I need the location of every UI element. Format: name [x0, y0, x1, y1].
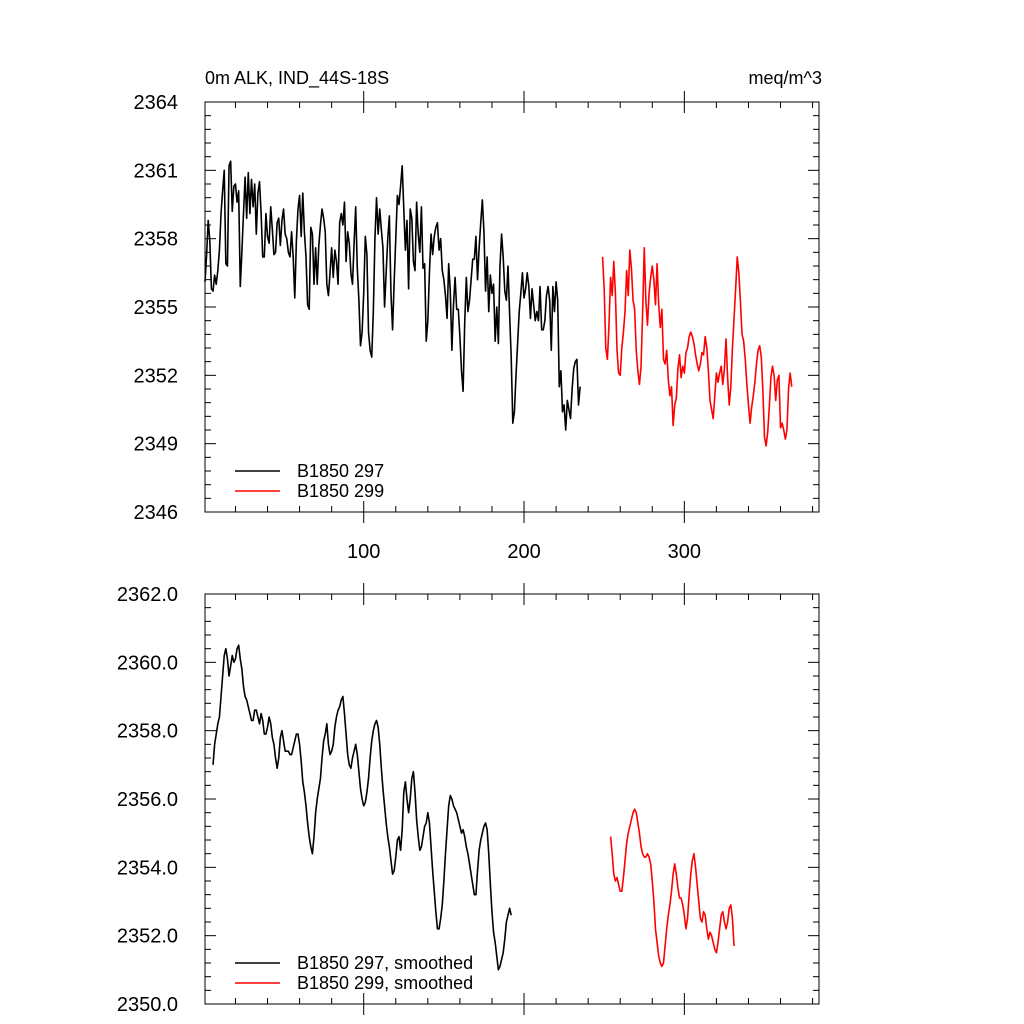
y-tick-label: 2360.0: [117, 652, 178, 674]
y-tick-label: 2352.0: [117, 926, 178, 948]
y-tick-label: 2350.0: [117, 994, 178, 1016]
x-tick-label: 200: [507, 541, 540, 563]
y-tick-label: 2361: [134, 160, 179, 182]
series-line-red: [601, 246, 793, 447]
y-tick-label: 2349: [134, 434, 179, 456]
bottom-panel: 2350.0 2352.0 2354.0 2356.0 2358.0 2360.0 2362…: [117, 583, 820, 1016]
series-line-black: [212, 644, 512, 971]
legend-label: B1850 299: [297, 481, 384, 501]
y-tick-label: 2364: [134, 92, 179, 114]
plot-frame: [204, 593, 820, 1005]
series-line-black: [204, 160, 581, 431]
plot-frame: [204, 101, 820, 513]
legend-label: B1850 299, smoothed: [297, 973, 473, 993]
chart-title-left: 0m ALK, IND_44S-18S: [205, 68, 389, 89]
y-tick-label: 2358: [134, 229, 179, 251]
y-tick-label: 2346: [134, 502, 179, 524]
y-tick-label: 2356.0: [117, 789, 178, 811]
series-line-red: [609, 808, 735, 968]
x-tick-label: 300: [668, 541, 701, 563]
y-tick-label: 2362.0: [117, 584, 178, 606]
top-panel: 0m ALK, IND_44S-18S meq/m^3 2346 2349 2352…: [134, 68, 823, 563]
y-tick-label: 2358.0: [117, 721, 178, 743]
y-tick-label: 2352: [134, 365, 179, 387]
legend-label: B1850 297: [297, 461, 384, 481]
x-tick-label: 100: [347, 541, 380, 563]
y-tick-label: 2355: [134, 297, 179, 319]
chart-title-right: meq/m^3: [749, 68, 822, 88]
legend-label: B1850 297, smoothed: [297, 953, 473, 973]
y-tick-label: 2354.0: [117, 857, 178, 879]
